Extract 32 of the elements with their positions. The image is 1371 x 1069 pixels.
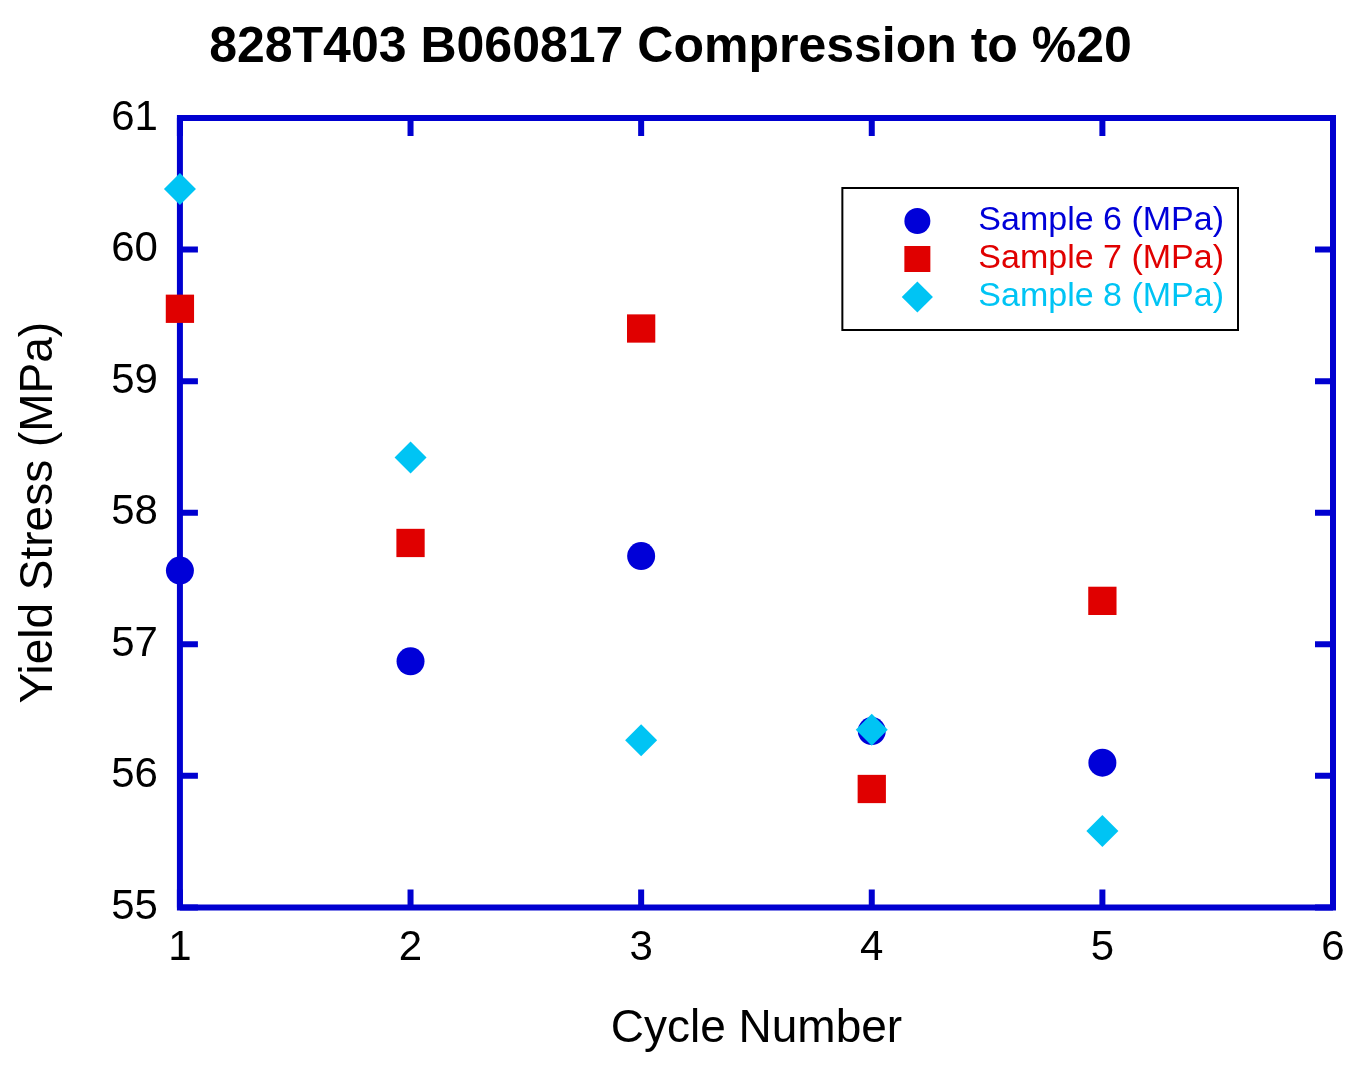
point [627,542,656,571]
point [163,173,196,206]
point [396,647,425,676]
y-tick-label: 58 [111,486,158,534]
point [627,314,656,343]
y-tick-label: 56 [111,749,158,797]
point [394,441,427,474]
point [396,528,425,558]
point [1088,586,1117,615]
x-tick-label: 2 [398,922,423,970]
y-tick-label: 55 [111,880,158,928]
x-tick-label: 4 [860,922,884,970]
point [165,294,195,323]
x-tick-label: 5 [1090,922,1115,970]
y-tick-label: 60 [111,223,158,271]
point [165,556,194,585]
legend-label: Sample 7 (MPa) [978,237,1224,276]
point [857,774,886,804]
legend-label: Sample 8 (MPa) [978,275,1224,314]
y-axis-title: Yield Stress (MPa) [10,321,63,704]
x-tick-label: 6 [1321,922,1345,970]
chart-title: 828T403 B060817 Compression to %20 [209,16,1132,73]
y-tick-label: 59 [111,354,158,402]
x-tick-label: 3 [629,922,653,970]
x-axis-title: Cycle Number [610,1000,903,1053]
point [625,724,658,757]
x-tick-label: 1 [168,922,192,970]
point [1088,748,1117,777]
point [1086,815,1119,848]
legend-label: Sample 6 (MPa) [978,199,1224,238]
y-tick-label: 57 [111,617,158,665]
y-tick-label: 61 [111,91,158,139]
